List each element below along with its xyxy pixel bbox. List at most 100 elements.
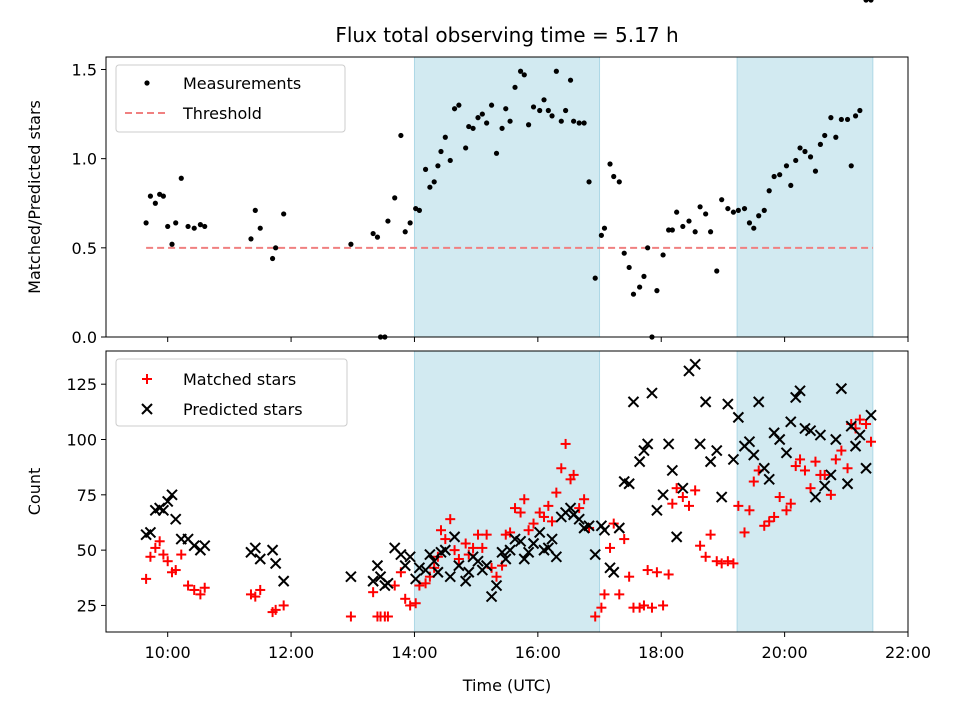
predicted-star-point-b: [799, 422, 811, 435]
legend-threshold-label: Threshold: [182, 104, 262, 123]
measurement-point: [714, 268, 720, 274]
measurement-point: [592, 275, 598, 281]
predicted-star-point-b: [752, 396, 765, 408]
predicted-star-point-b: [399, 559, 411, 572]
matched-star-point: [543, 500, 554, 511]
predicted-star-point-b: [514, 535, 527, 547]
predicted-star-point: [860, 462, 872, 474]
predicted-star-point-b: [860, 462, 872, 474]
measurement-point: [692, 229, 698, 235]
predicted-star-point-b: [266, 544, 279, 556]
measurement-point: [601, 225, 608, 231]
measurement-point: [707, 229, 714, 235]
x-tick-label: 22:00: [885, 643, 931, 662]
predicted-star-point-b: [432, 566, 444, 578]
y-tick-label: 125: [66, 375, 97, 394]
predicted-star-point-b: [509, 533, 521, 545]
predicted-star-point: [367, 575, 379, 587]
measurement-point: [680, 223, 686, 230]
measurement-point: [202, 223, 208, 230]
matched-star-point: [605, 542, 616, 553]
measurement-point: [545, 107, 551, 114]
matched-star-point: [836, 445, 847, 456]
matched-star-point: [799, 465, 810, 476]
predicted-star-point: [743, 436, 756, 448]
matched-star-point: [382, 611, 393, 622]
matched-star-point: [667, 498, 678, 509]
predicted-star-point-b: [254, 553, 266, 565]
predicted-star-point: [399, 559, 411, 572]
measurement-point: [178, 175, 184, 181]
measurement-point: [438, 148, 444, 155]
predicted-star-point-b: [722, 398, 734, 410]
measurement-point: [751, 225, 757, 231]
matched-star-point: [270, 604, 281, 615]
measurement-point: [537, 107, 543, 114]
predicted-star-point: [780, 447, 793, 459]
legend-measurements-marker: [144, 80, 150, 86]
predicted-star-point-b: [618, 475, 630, 488]
matched-star-point: [748, 476, 759, 487]
measurement-point: [281, 211, 287, 217]
predicted-star-point-b: [613, 522, 625, 534]
measurement-point: [567, 77, 574, 83]
measurement-point: [521, 72, 527, 78]
measurement-point: [374, 234, 381, 240]
predicted-star-point-b: [662, 438, 675, 450]
matched-star-point: [658, 600, 669, 611]
predicted-star-point-b: [527, 537, 540, 550]
matched-star-point: [705, 529, 716, 540]
matched-star-point: [278, 600, 289, 611]
predicted-star-point-b: [704, 455, 717, 468]
predicted-star-point-b: [646, 387, 658, 399]
predicted-star-point-b: [533, 526, 546, 539]
predicted-star-point-b: [638, 444, 650, 457]
predicted-star-point: [409, 573, 422, 585]
matched-star-point: [199, 582, 210, 593]
predicted-star-point: [699, 396, 712, 408]
top-x-axis-ticks: [167, 337, 909, 342]
measurement-point: [844, 116, 851, 123]
measurement-point: [863, 0, 869, 3]
predicted-star-point-b: [768, 427, 780, 439]
measurement-point: [558, 118, 564, 124]
bottom-y-axis-label: Count: [25, 468, 44, 516]
x-tick-label: 14:00: [391, 643, 437, 662]
measurement-point: [669, 227, 675, 233]
predicted-star-point: [533, 526, 546, 539]
predicted-star-point: [514, 535, 527, 547]
predicted-star-point: [480, 559, 493, 572]
measurement-point: [719, 197, 725, 203]
predicted-stars-layer: [140, 358, 877, 603]
matched-star-point: [861, 419, 872, 430]
measurement-point: [525, 122, 532, 128]
measurement-point: [252, 207, 258, 213]
matched-star-point: [556, 463, 567, 474]
predicted-star-point-b: [439, 544, 452, 556]
matched-star-point: [819, 469, 830, 480]
matched-star-point: [642, 565, 653, 576]
top-panel: 0.0 0.5 1.0 1.5 Matched/Predicted stars Mea…: [25, 0, 909, 347]
matched-star-point: [460, 538, 471, 549]
predicted-star-point: [732, 411, 745, 424]
measurement-point: [191, 225, 197, 231]
predicted-star-point-b: [463, 566, 475, 578]
bottom-y-axis-ticks: 25 50 75 100 125: [66, 375, 106, 615]
matched-star-point: [491, 571, 502, 582]
matched-star-point: [435, 525, 446, 536]
measurement-point: [385, 218, 391, 224]
bottom-panel: 25 50 75 100 125 10:00 12:00 14:00 16:00 18:00 20…: [25, 350, 931, 695]
measurement-point: [435, 163, 441, 169]
x-tick-label: 20:00: [762, 643, 808, 662]
legend-matched-symbol: [142, 374, 152, 384]
predicted-star-point: [395, 548, 407, 561]
predicted-star-point-b: [573, 513, 585, 525]
measurement-point: [348, 241, 354, 247]
observing-interval-shade-1: [413, 56, 601, 338]
matched-stars-layer: [141, 414, 876, 622]
y-tick-label: 0.5: [72, 239, 97, 258]
predicted-star-point-b: [542, 542, 555, 554]
predicted-star-point-b: [419, 564, 432, 576]
measurement-point: [793, 157, 799, 164]
y-tick-label: 75: [77, 486, 97, 505]
